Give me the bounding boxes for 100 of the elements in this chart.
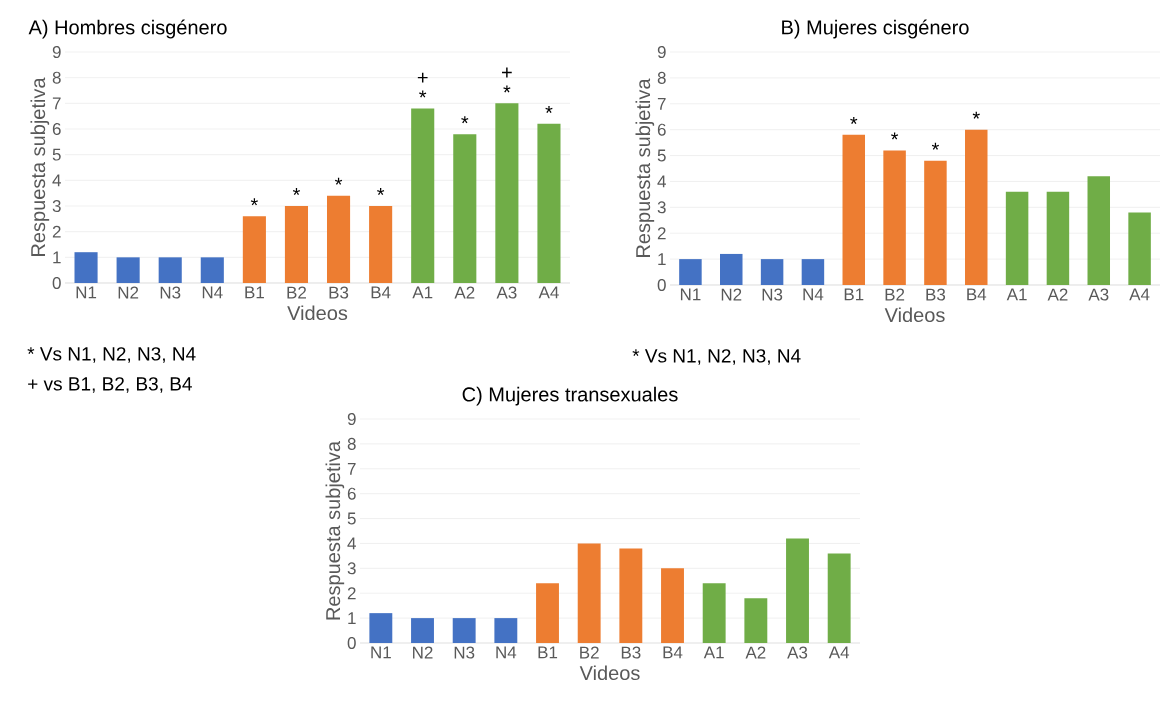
x-tick-label: B4 xyxy=(967,288,987,301)
annotation: * xyxy=(419,90,427,98)
x-tick-label: B2 xyxy=(580,646,599,659)
text: * Vs N1, N2, N3, N4 xyxy=(27,347,196,363)
bar xyxy=(1087,176,1111,285)
bar xyxy=(883,150,906,285)
bar xyxy=(242,216,266,283)
y-tick-label: 7 xyxy=(657,97,666,110)
annotation: * xyxy=(545,105,553,113)
annotation: * xyxy=(931,142,939,150)
y-tick-label: 6 xyxy=(657,123,666,136)
x-tick-label: N3 xyxy=(762,288,783,301)
bar xyxy=(619,548,643,643)
bar xyxy=(452,618,476,643)
x-tick-label: N1 xyxy=(371,646,391,659)
bar xyxy=(827,553,851,643)
x-tick-label: B1 xyxy=(538,646,558,659)
x-tick-label: N3 xyxy=(454,646,475,659)
bar xyxy=(965,129,988,285)
chart-title: C) Mujeres transexuales xyxy=(462,386,678,406)
text: * Vs N1, N2, N3, N4 xyxy=(632,349,801,365)
x-axis-title: Videos xyxy=(287,305,348,321)
y-axis-title: Respuesta subjetiva xyxy=(325,441,345,620)
annotation: * xyxy=(461,116,469,124)
y-tick-label: 8 xyxy=(347,437,356,450)
bar xyxy=(411,108,435,283)
bar xyxy=(661,568,684,643)
bar xyxy=(74,252,98,283)
x-tick-label: B1 xyxy=(245,286,264,299)
y-tick-label: 4 xyxy=(657,175,666,188)
y-tick-label: 8 xyxy=(52,71,61,84)
y-tick-label: 1 xyxy=(53,251,61,264)
x-axis-title: Videos xyxy=(884,307,945,323)
x-tick-label: N2 xyxy=(118,286,139,299)
y-tick-label: 2 xyxy=(347,587,356,600)
y-tick-label: 5 xyxy=(347,512,356,525)
bar xyxy=(760,259,784,285)
x-tick-label: B4 xyxy=(663,646,683,659)
bar xyxy=(158,257,182,283)
bar xyxy=(577,543,601,643)
y-tick-label: 5 xyxy=(52,148,61,161)
bar xyxy=(744,598,768,643)
y-tick-label: 2 xyxy=(52,225,61,238)
x-tick-label: N4 xyxy=(202,286,223,299)
x-tick-label: B3 xyxy=(621,646,641,659)
y-tick-label: 0 xyxy=(52,276,61,290)
y-tick-label: 4 xyxy=(52,174,61,187)
bar xyxy=(924,160,947,285)
bar xyxy=(537,123,561,283)
bar xyxy=(702,583,726,643)
y-tick-label: 3 xyxy=(52,199,61,213)
annotation: + xyxy=(417,72,428,83)
y-tick-label: 7 xyxy=(347,462,356,475)
bar xyxy=(842,134,866,285)
chart-title: B) Mujeres cisgénero xyxy=(782,19,969,39)
x-tick-label: A4 xyxy=(1129,288,1150,301)
y-tick-label: 3 xyxy=(347,562,356,575)
x-tick-label: A3 xyxy=(1088,288,1109,301)
x-tick-label: B2 xyxy=(885,288,905,301)
bar xyxy=(453,134,477,283)
bar xyxy=(1046,191,1070,285)
x-tick-label: A4 xyxy=(538,286,559,299)
y-tick-label: 9 xyxy=(347,412,356,426)
annotation: * xyxy=(503,85,511,93)
bar xyxy=(1005,191,1029,285)
x-tick-label: A1 xyxy=(412,286,433,299)
x-tick-label: A2 xyxy=(745,646,766,659)
x-tick-label: A1 xyxy=(703,646,724,659)
annotation: * xyxy=(377,188,385,196)
bar xyxy=(494,618,518,643)
x-tick-label: A2 xyxy=(1047,288,1068,301)
bar xyxy=(116,257,140,283)
y-tick-label: 2 xyxy=(657,227,666,240)
y-tick-label: 5 xyxy=(657,149,666,162)
bar xyxy=(327,195,351,283)
bar xyxy=(369,613,393,643)
x-tick-label: B2 xyxy=(287,286,306,299)
y-tick-label: 9 xyxy=(52,45,61,59)
bar xyxy=(200,257,224,283)
x-tick-label: B3 xyxy=(329,286,349,299)
x-tick-label: A4 xyxy=(828,646,850,659)
text: + vs B1, B2, B3, B4 xyxy=(28,377,192,393)
y-tick-label: 3 xyxy=(657,201,666,214)
y-tick-label: 0 xyxy=(657,278,666,292)
bar xyxy=(284,206,309,283)
x-tick-label: N3 xyxy=(160,286,181,299)
x-tick-label: N2 xyxy=(721,288,742,301)
x-axis-title: Videos xyxy=(579,665,640,681)
bar xyxy=(369,206,393,283)
x-tick-label: N4 xyxy=(803,288,824,301)
x-tick-label: N1 xyxy=(680,288,701,301)
x-tick-label: N2 xyxy=(413,646,433,659)
annotation: + xyxy=(502,67,512,78)
bar xyxy=(801,259,825,285)
y-tick-label: 6 xyxy=(52,122,61,136)
annotation: * xyxy=(292,188,301,196)
y-tick-label: 9 xyxy=(657,45,666,59)
bar xyxy=(411,618,434,643)
bar xyxy=(679,259,702,285)
bar xyxy=(720,253,743,285)
